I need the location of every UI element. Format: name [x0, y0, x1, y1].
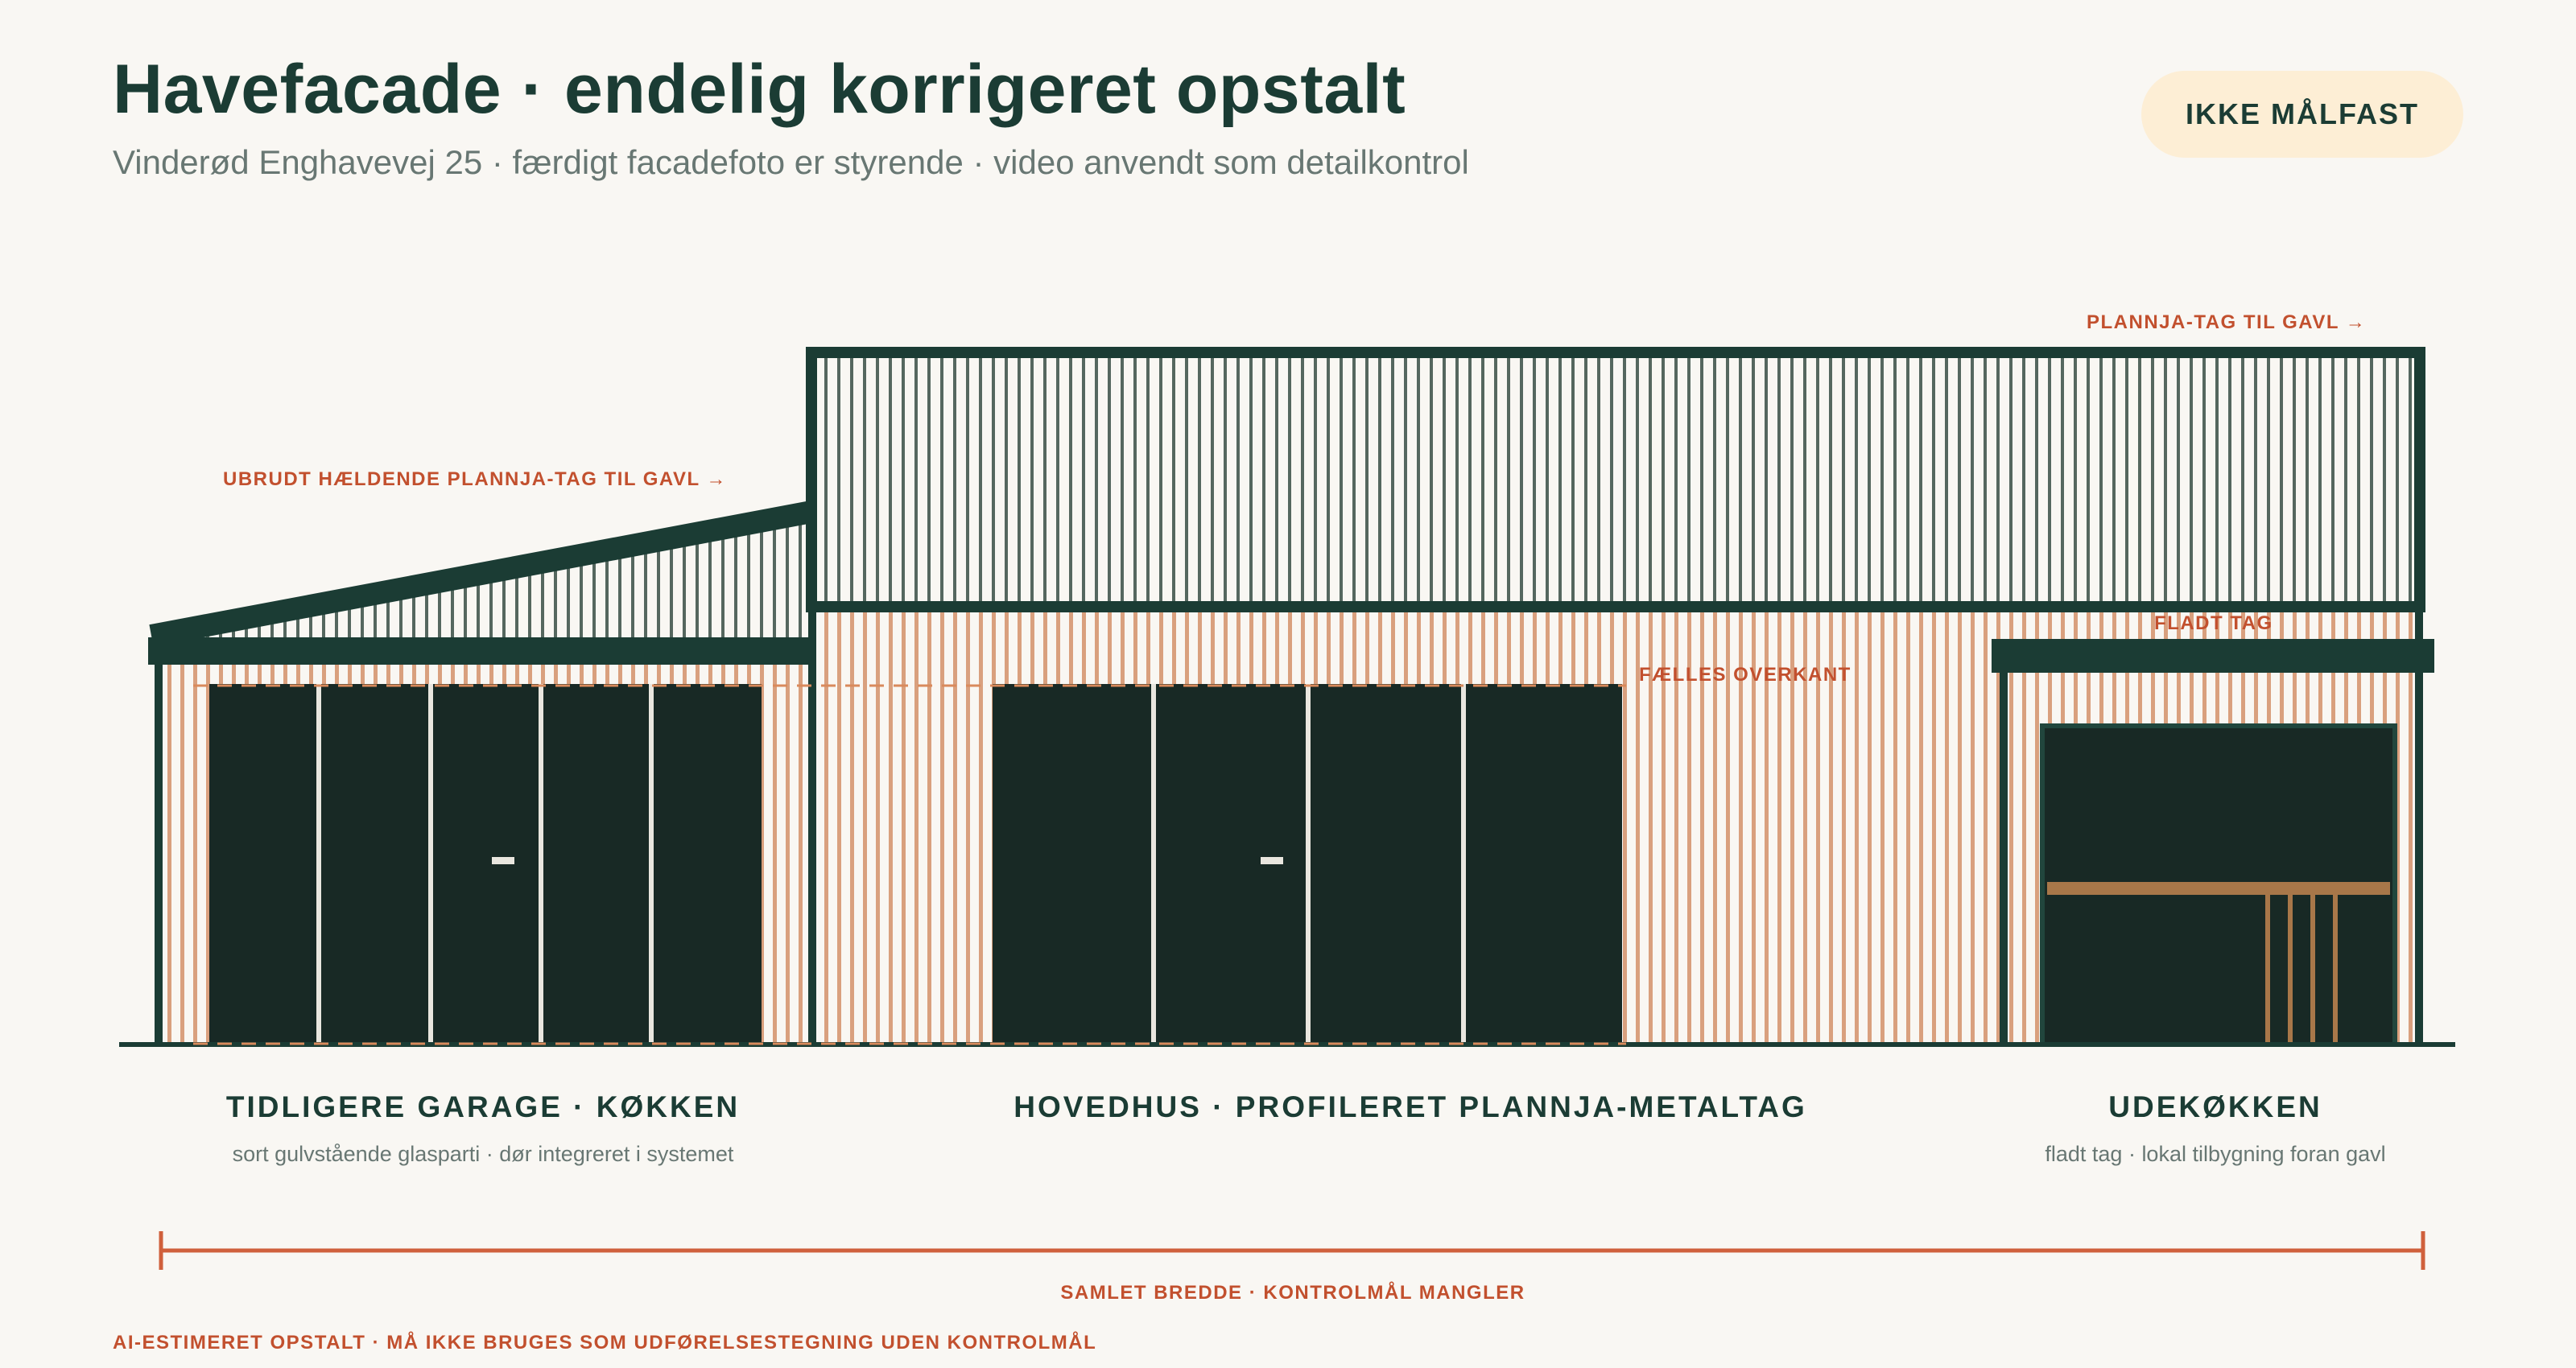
garage-section-title: TIDLIGERE GARAGE · KØKKEN	[226, 1090, 740, 1123]
outdoor-kitchen-building	[1992, 639, 2434, 1047]
outdoor-kitchen-section-caption: fladt tag · lokal tilbygning foran gavl	[2045, 1142, 2385, 1166]
main-roof-annotation: PLANNJA-TAG TIL GAVL →	[2087, 311, 2366, 333]
page-title: Havefacade · endelig korrigeret opstalt	[113, 51, 1406, 128]
outdoor-kitchen-counter	[2047, 882, 2390, 895]
sloped-roof-edge	[149, 501, 814, 647]
main-house-left-wall	[808, 504, 816, 1045]
garage-glass-facade	[209, 684, 762, 1045]
garage-left-post	[155, 665, 163, 1045]
main-house-right-wall	[2415, 354, 2423, 1045]
main-house-section-title: HOVEDHUS · PROFILERET PLANNJA-METALTAG	[1013, 1090, 1807, 1123]
garage-kitchen-building	[148, 501, 816, 1045]
garage-door-handle	[492, 857, 514, 864]
outdoor-kitchen-section-title: UDEKØKKEN	[2108, 1090, 2322, 1123]
main-house-roof	[806, 347, 2425, 612]
page-subtitle: Vinderød Enghavevej 25 · færdigt facadef…	[113, 143, 1469, 181]
main-house-glass-facade	[993, 684, 1622, 1045]
flat-roof-annotation: FLADT TAG	[2154, 612, 2273, 634]
sloped-roof-annotation: UBRUDT HÆLDENDE PLANNJA-TAG TIL GAVL →	[223, 468, 727, 490]
garage-eave-beam	[148, 637, 816, 665]
dimension-label: SAMLET BREDDE · KONTROLMÅL MANGLER	[1060, 1281, 1525, 1304]
garage-section-caption: sort gulvstående glasparti · dør integre…	[233, 1142, 734, 1166]
main-door-handle	[1261, 857, 1283, 864]
outdoor-kitchen-flat-roof	[1992, 639, 2434, 673]
not-to-scale-badge: IKKE MÅLFAST	[2141, 71, 2463, 158]
total-width-dimension	[159, 1231, 2425, 1270]
outdoor-kitchen-left-post	[2000, 673, 2008, 1045]
footer-disclaimer: AI-ESTIMERET OPSTALT · MÅ IKKE BRUGES SO…	[113, 1331, 1096, 1354]
common-top-annotation: FÆLLES OVERKANT	[1639, 664, 1852, 686]
